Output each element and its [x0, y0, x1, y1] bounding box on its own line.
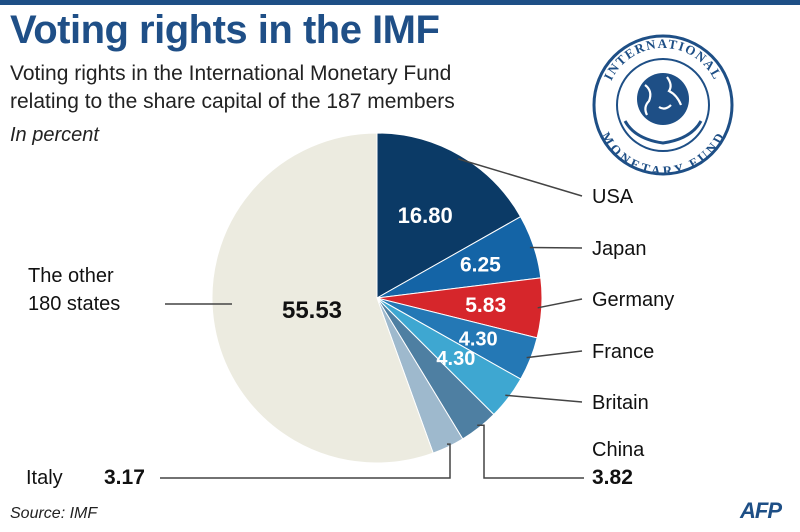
- chart-subtitle: Voting rights in the International Monet…: [10, 60, 455, 116]
- value-label-germany: 5.83: [465, 294, 506, 317]
- category-label-japan: Japan: [592, 238, 647, 260]
- leader-line-usa: [457, 158, 583, 197]
- globe-icon: [637, 73, 689, 125]
- category-label-france: France: [592, 341, 654, 363]
- value-label-britain: 4.30: [436, 348, 475, 370]
- afp-logo: AFP: [740, 498, 782, 523]
- leader-lines: [160, 158, 584, 479]
- pie-slice-usa: [376, 132, 522, 299]
- value-label-the-other-180-states: 55.53: [282, 297, 342, 324]
- value-label-japan: 6.25: [460, 253, 501, 276]
- value-label-france: 4.30: [459, 329, 498, 351]
- leader-line-japan: [529, 246, 583, 249]
- category-label-other-states: The other 180 states: [28, 265, 120, 315]
- slice-labels: 16.80 6.25 5.83 4.304.30 55.53 USA Japan German…: [26, 186, 674, 489]
- category-label-usa: USA: [592, 186, 634, 208]
- leader-line-italy: [160, 443, 451, 479]
- subtitle-line-2: relating to the share capital of the 187…: [10, 90, 455, 113]
- category-label-britain: Britain: [592, 392, 649, 414]
- leader-line-germany: [537, 298, 583, 309]
- unit-label: In percent: [10, 124, 99, 146]
- leader-line-france: [526, 350, 583, 359]
- leader-line-china: [477, 424, 584, 479]
- laurel-icon: [623, 120, 703, 145]
- category-label-italy: Italy: [26, 467, 63, 489]
- source-note: Source: IMF: [10, 505, 98, 522]
- value-label-italy: 3.17: [104, 466, 145, 489]
- value-label-usa: 16.80: [398, 203, 453, 228]
- category-label-china: China: [592, 439, 645, 461]
- leader-line-britain: [505, 394, 583, 403]
- chart-title: Voting rights in the IMF: [10, 8, 440, 52]
- pie-slice-the-other-180-states: [211, 132, 434, 464]
- category-label-germany: Germany: [592, 289, 674, 311]
- top-rule: [0, 0, 800, 5]
- pie-slices: [211, 132, 543, 464]
- subtitle-line-1: Voting rights in the International Monet…: [10, 62, 452, 85]
- value-label-china: 3.82: [592, 466, 633, 489]
